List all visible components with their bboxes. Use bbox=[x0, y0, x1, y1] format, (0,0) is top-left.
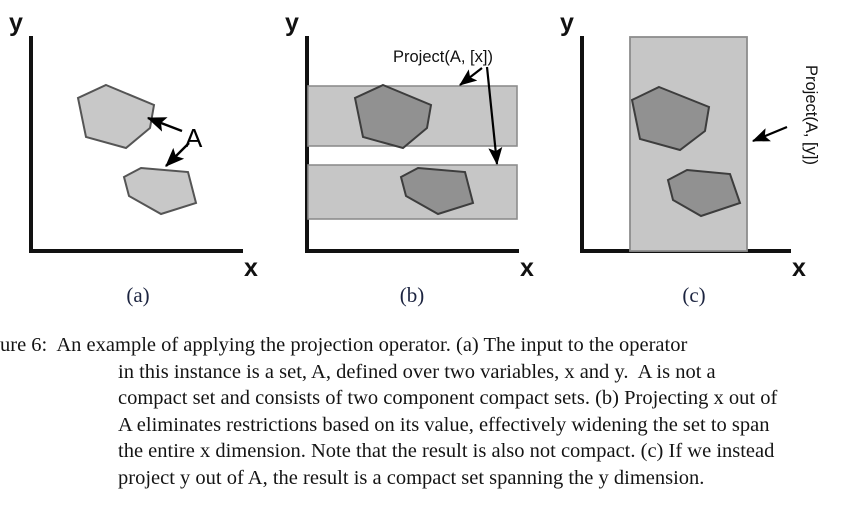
panel-c-set-component-lower bbox=[666, 168, 742, 218]
panel-a-caption: (a) bbox=[126, 283, 149, 307]
panel-b-x-axis-label: x bbox=[520, 254, 534, 282]
caption-line-6: project y out of A, the result is a comp… bbox=[118, 466, 705, 489]
panel-c-y-axis-label: y bbox=[560, 9, 574, 37]
panel-b-set-component-lower bbox=[399, 166, 475, 216]
panel-b-projection-label: Project(A, [x]) bbox=[393, 48, 493, 66]
caption-line-2: in this instance is a set, A, defined ov… bbox=[118, 360, 716, 383]
panel-a-arrow-lower bbox=[165, 142, 190, 167]
panel-a-x-axis-label: x bbox=[244, 254, 258, 282]
panel-b-arrow-upper-band bbox=[459, 67, 483, 86]
caption-line-3: compact set and consists of two componen… bbox=[118, 387, 778, 409]
panel-a: y x A (a) bbox=[9, 9, 258, 307]
figure-caption: ure 6: An example of applying the projec… bbox=[0, 332, 866, 491]
panel-c-x-axis-label: x bbox=[792, 254, 806, 282]
panel-b-y-axis-label: y bbox=[285, 9, 299, 37]
panel-c-set-component-upper bbox=[630, 85, 711, 152]
panel-c-projection-label: Project(A, [y]) bbox=[802, 65, 820, 165]
panel-a-set-component-upper bbox=[76, 83, 156, 150]
panel-c: y x Project(A, [y]) bbox=[560, 9, 820, 282]
figure-illustration: y x A (a) y x Project( bbox=[9, 9, 820, 307]
panel-b-caption: (b) bbox=[400, 283, 425, 307]
panel-a-set-component-lower bbox=[122, 166, 198, 216]
caption-line-5: the entire x dimension. Note that the re… bbox=[118, 440, 775, 462]
panel-c-caption: (c) bbox=[682, 283, 705, 307]
caption-line-1: ure 6: An example of applying the projec… bbox=[0, 334, 688, 356]
panel-a-arrow-upper bbox=[146, 116, 183, 133]
panel-a-y-axis-label: y bbox=[9, 9, 23, 37]
panel-b-arrow-lower-band bbox=[485, 66, 503, 166]
panel-b-set-component-upper bbox=[353, 83, 433, 150]
caption-line-4: A eliminates restrictions based on its v… bbox=[118, 413, 770, 436]
panel-a-set-label: A bbox=[185, 123, 203, 153]
figure-svg: y x A (a) y x Project( bbox=[9, 9, 820, 307]
panel-c-arrow-band bbox=[751, 125, 788, 143]
panel-b: y x Project(A, [x]) bbox=[285, 9, 534, 282]
